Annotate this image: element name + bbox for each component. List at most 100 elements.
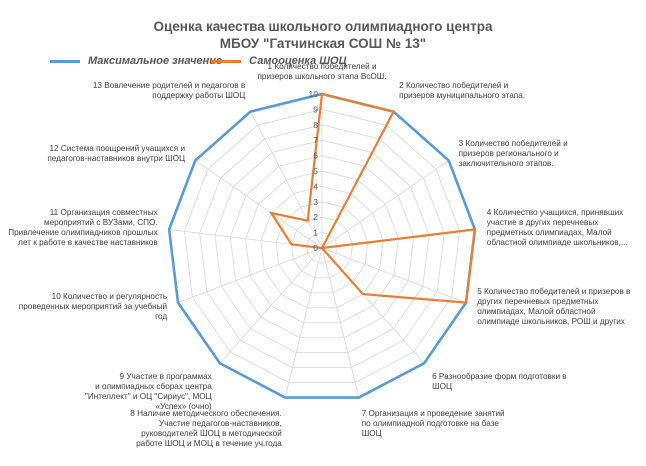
tick-label-3: 3 [313, 197, 318, 207]
category-label-4-line-3: предметных олимпиадах, Малой [486, 227, 612, 237]
category-label-7-line-1: 7 Организация и проведение занятий [361, 409, 505, 419]
legend: Максимальное значение Самооценка ШОЦ [0, 55, 646, 71]
category-label-10-line-1: 10 Количество и регулярность [51, 291, 168, 301]
category-label-1-line-2: призеров школьного этапа ВсОШ. [257, 72, 387, 81]
category-label-2: 2 Количество победителей и призеров муниц… [399, 81, 525, 101]
tick-label-6: 6 [313, 151, 318, 161]
category-label-2-line-1: 2 Количество победителей и [399, 81, 509, 90]
category-label-8-line-2: Участие педагогов-наставников, [158, 419, 282, 429]
grid-ring-6 [229, 155, 415, 339]
grid-spoke-8 [284, 247, 323, 398]
grid-ring-4 [260, 185, 384, 309]
legend-item-max: Максимальное значение [50, 55, 222, 67]
series-point-self-4 [473, 228, 476, 231]
category-label-8-line-4: работе ШОЦ и МОЦ в течение уч.года [136, 439, 282, 449]
category-label-8-line-3: руководителей ШОЦ в методической [141, 429, 282, 439]
category-label-3-line-3: заключительного этапов. [458, 158, 554, 168]
legend-label-max: Максимальное значение [88, 55, 223, 67]
category-label-13-line-2: поддержку работы ШОЦ [152, 91, 246, 100]
category-label-13: 13 Вовлечение родителей и педагогов в под… [93, 81, 245, 101]
grid-ring-3 [275, 201, 369, 294]
grid-spoke-9 [219, 247, 323, 364]
category-label-12-line-1: 12 Система поощрений учащихся и [49, 143, 186, 153]
grid-ring-9 [184, 108, 460, 383]
chart-title-line-1: Оценка качества школьного олимпиадного ц… [153, 19, 493, 34]
category-label-5-line-1: 5 Количество победителей и призеров в [477, 286, 631, 296]
series-line-max [167, 92, 477, 399]
category-label-9-line-1: 9 Участие в программах [119, 372, 212, 382]
category-label-11-line-3: Привлечение олимпиадников прошлых [8, 227, 158, 237]
category-label-4-line-4: областной олимпиаде школьников,... [486, 237, 628, 247]
grid-spoke-7 [321, 247, 360, 398]
series-point-self-1 [321, 93, 323, 95]
category-label-11-line-2: мероприятий с ВУЗами, СПО. [43, 217, 158, 227]
category-label-5: 5 Количество победителей и призеров в дру… [477, 287, 630, 327]
category-label-4: 4 Количество учащихся, принявших участие … [487, 208, 628, 248]
legend-item-self: Самооценка ШОЦ [211, 55, 347, 67]
grid-spoke-13 [250, 111, 323, 249]
grid-ring-1 [306, 232, 338, 264]
category-label-3-line-1: 3 Количество победителей и [458, 138, 568, 148]
series-point-max-11 [168, 228, 171, 231]
series-point-self-5 [464, 301, 467, 304]
category-label-9-line-3: "Интеллект" и ОЦ "Сириус", МОЦ [84, 392, 212, 402]
series-point-self-12 [270, 212, 273, 215]
tick-label-1: 1 [313, 228, 318, 238]
series-point-max-13 [249, 110, 252, 113]
grid-spoke-3 [321, 160, 449, 249]
category-label-4-line-2: участие в других перечневых [486, 217, 599, 227]
series-point-max-10 [177, 301, 180, 304]
series-point-self-2 [392, 110, 395, 113]
category-label-4-line-1: 4 Количество учащихся, принявших [486, 207, 624, 217]
category-label-9: 9 Участие в программах и олимпиадных сбор… [85, 372, 212, 412]
series-point-self-6 [361, 293, 364, 296]
category-label-3: 3 Количество победителей и призеров регио… [459, 139, 568, 169]
series-point-max-6 [423, 362, 426, 365]
category-label-8: 8 Наличие методического обеспечения. Учас… [130, 409, 282, 449]
category-label-7: 7 Организация и проведение занятий по оли… [362, 409, 505, 439]
chart-title: Оценка качества школьного олимпиадного ц… [0, 18, 646, 52]
category-label-11-line-1: 11 Организация совместных [49, 207, 158, 217]
category-label-6-line-2: ШОЦ [432, 382, 453, 392]
series-point-self-13 [306, 219, 309, 222]
series-point-max-8 [284, 396, 287, 399]
category-label-10: 10 Количество и регулярность проведенных … [19, 292, 167, 322]
legend-swatch-max [50, 59, 80, 63]
category-label-9-line-2: и олимпиадных сборах центра [95, 382, 212, 392]
series-point-self-11 [290, 243, 293, 246]
grid-spoke-12 [195, 160, 323, 249]
tick-label-9: 9 [313, 104, 318, 114]
series-point-max-12 [194, 159, 197, 162]
category-label-7-line-3: ШОЦ [361, 429, 382, 439]
category-label-12: 12 Система поощрений учащихся и педагогов… [47, 144, 185, 164]
chart-title-line-2: МБОУ "Гатчинская СОШ № 13" [219, 36, 427, 51]
category-label-5-line-4: олимпиаде школьников, РОШ и других [477, 316, 625, 326]
grid-spoke-5 [321, 247, 467, 303]
legend-label-self: Самооценка ШОЦ [249, 55, 347, 67]
category-label-2-line-2: призеров муниципального этапа. [399, 91, 526, 100]
category-label-9-line-4: «Успех» (очно) [155, 402, 212, 412]
tick-label-4: 4 [313, 181, 318, 191]
series-point-max-3 [447, 159, 450, 162]
series-point-max-9 [218, 362, 221, 365]
category-label-10-line-3: год [155, 311, 168, 321]
category-label-6-line-1: 6 Разнообразие форм подготовки в [432, 372, 567, 382]
grid-ring-8 [199, 124, 445, 369]
series-point-self-10 [321, 247, 323, 249]
tick-label-10: 10 [309, 89, 319, 99]
grid-ring-5 [245, 170, 399, 324]
category-label-7-line-2: по олимпиадной подготовке на базе [361, 419, 499, 429]
tick-label-2: 2 [313, 212, 318, 222]
category-label-6: 6 Разнообразие форм подготовки в ШОЦ [432, 372, 567, 392]
grid-spoke-10 [177, 247, 323, 303]
series-point-max-7 [357, 396, 360, 399]
category-label-3-line-2: призеров регионального и [458, 148, 559, 158]
category-label-13-line-1: 13 Вовлечение родителей и педагогов в [92, 81, 246, 90]
grid-ring-7 [214, 139, 430, 354]
category-label-10-line-2: проведенных мероприятий за учебный [18, 301, 168, 311]
category-label-5-line-2: других перечневых предметных [477, 296, 599, 306]
category-label-8-line-1: 8 Наличие методического обеспечения. [130, 409, 282, 419]
category-label-5-line-3: олимпиадах, Малой областной [477, 306, 596, 316]
tick-label-8: 8 [313, 120, 318, 130]
tick-label-0: 0 [313, 243, 318, 253]
